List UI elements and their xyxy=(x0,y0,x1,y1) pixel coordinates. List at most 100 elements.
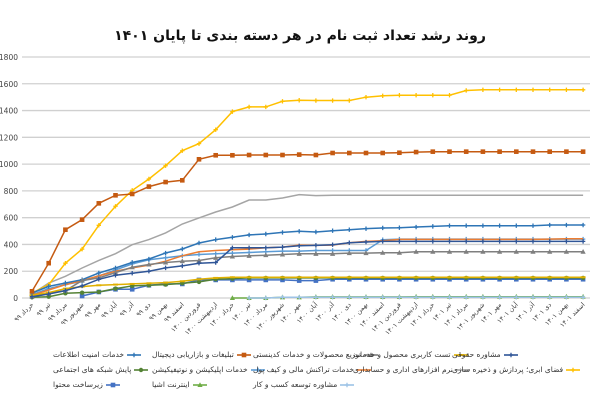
legend-marker xyxy=(241,352,247,357)
data-point xyxy=(196,260,202,266)
data-point xyxy=(96,223,101,228)
data-point xyxy=(480,249,486,254)
legend-label: خدمات تراکنش مالی و کیف پول xyxy=(253,365,355,374)
data-point xyxy=(580,87,586,93)
data-point xyxy=(580,149,586,154)
legend-marker-icon xyxy=(364,351,379,357)
data-point xyxy=(347,295,352,300)
data-point xyxy=(180,178,185,183)
data-point xyxy=(530,87,536,93)
y-tick-label: 600 xyxy=(4,214,19,223)
data-point xyxy=(96,201,102,206)
data-point xyxy=(580,239,586,244)
data-point xyxy=(313,278,319,283)
data-point xyxy=(463,249,469,254)
data-point xyxy=(380,249,386,255)
data-point xyxy=(363,295,369,300)
data-point xyxy=(480,223,486,228)
data-point xyxy=(430,92,435,98)
legend-item: مشاوره توسعه کسب و کار xyxy=(253,380,355,389)
data-point xyxy=(63,288,68,293)
data-point xyxy=(130,260,135,265)
data-point xyxy=(330,228,335,233)
data-point xyxy=(313,229,319,235)
data-point xyxy=(514,223,519,228)
legend-marker-icon xyxy=(236,352,251,357)
legend-label: فضای ابری؛ پردازش و ذخیره سازی xyxy=(452,365,564,374)
data-point xyxy=(463,149,469,154)
data-point xyxy=(196,141,202,146)
data-point xyxy=(563,249,569,254)
data-point xyxy=(29,294,35,299)
series-10 xyxy=(246,295,586,301)
data-point xyxy=(146,256,152,262)
data-point xyxy=(129,286,135,292)
data-point xyxy=(330,251,336,256)
data-point xyxy=(313,152,319,158)
data-point xyxy=(213,127,218,132)
data-point xyxy=(113,273,118,278)
data-point xyxy=(163,250,168,256)
legend-marker-icon xyxy=(453,353,468,356)
series-line xyxy=(81,278,584,297)
y-tick-label: 1000 xyxy=(0,160,18,169)
legend-label: خدمات اپلیکیشن و نوتیفیکیشن xyxy=(152,365,248,374)
legend-marker-icon xyxy=(340,382,355,387)
data-point xyxy=(380,225,385,231)
data-point xyxy=(280,230,285,235)
data-point xyxy=(130,271,135,276)
y-tick-label: 0 xyxy=(13,294,18,303)
legend-item: خدمات امنیت اطلاعات xyxy=(53,350,142,359)
data-point xyxy=(296,152,302,157)
y-tick-label: 800 xyxy=(4,187,19,196)
data-point xyxy=(330,242,335,247)
data-point xyxy=(113,193,118,198)
series-6 xyxy=(31,193,584,295)
data-point xyxy=(380,150,385,156)
x-tick-label: آذر ۹۹ xyxy=(117,299,136,318)
data-point xyxy=(163,255,168,261)
data-point xyxy=(580,249,586,254)
data-point xyxy=(413,239,419,244)
data-point xyxy=(146,269,152,274)
data-point xyxy=(564,87,569,93)
data-point xyxy=(547,295,552,300)
data-point xyxy=(246,295,252,301)
data-point xyxy=(530,249,536,254)
data-point xyxy=(346,250,352,256)
data-point xyxy=(213,237,218,242)
data-point xyxy=(196,252,202,257)
data-point xyxy=(547,249,553,254)
data-point xyxy=(530,223,536,228)
data-point xyxy=(230,109,235,114)
series-line xyxy=(31,150,584,292)
data-point xyxy=(347,227,352,232)
legend-marker xyxy=(368,351,375,357)
data-point xyxy=(196,257,202,263)
data-point xyxy=(514,295,519,300)
data-point xyxy=(430,149,436,154)
data-point xyxy=(363,94,369,100)
data-point xyxy=(297,243,302,248)
data-point xyxy=(246,232,252,238)
data-point xyxy=(279,251,286,257)
data-point xyxy=(146,261,152,267)
series-line xyxy=(31,193,584,295)
legend-marker xyxy=(196,381,203,387)
legend-marker-icon xyxy=(134,367,149,372)
data-point xyxy=(163,259,169,265)
data-point xyxy=(330,150,335,156)
data-point xyxy=(464,88,469,93)
data-point xyxy=(263,231,268,237)
data-point xyxy=(79,290,85,295)
legend-marker-icon xyxy=(455,368,470,371)
y-tick-label: 1400 xyxy=(0,107,18,116)
data-point xyxy=(180,246,185,252)
data-point xyxy=(79,293,85,299)
y-tick-label: 400 xyxy=(4,240,19,249)
legend-label: اینترنت اشیا xyxy=(152,380,190,389)
legend-item: زیرساخت محتوا xyxy=(53,380,120,389)
legend-marker xyxy=(345,382,350,387)
data-point xyxy=(263,252,269,258)
data-point xyxy=(263,295,268,301)
